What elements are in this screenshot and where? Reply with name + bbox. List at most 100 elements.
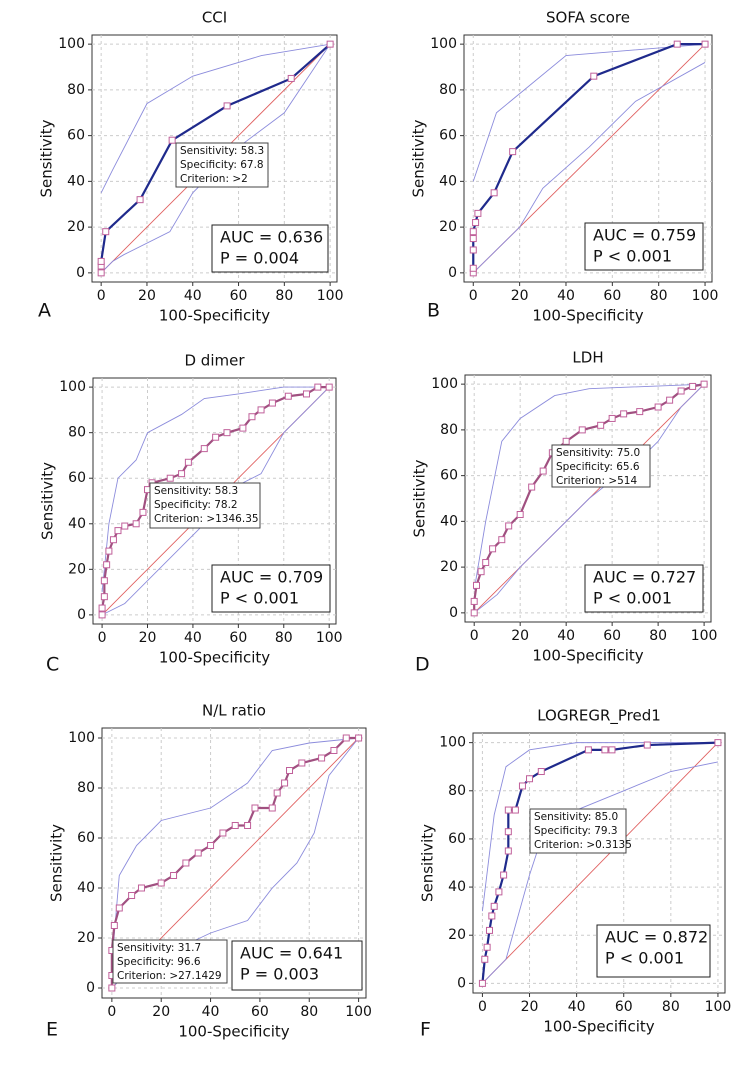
point-marker [677,387,685,395]
point-marker [178,470,186,478]
y-axis-label: Sensitivity [48,824,66,902]
point-marker [608,746,616,754]
stats-text: AUC = 0.636 [220,228,323,247]
stats-text: AUC = 0.872 [605,928,708,947]
point-marker [109,536,117,544]
point-marker [689,382,697,390]
point-marker [251,804,259,812]
point-marker [469,246,477,254]
point-marker [121,522,129,530]
point-marker [701,40,709,48]
stats-text: P < 0.001 [220,589,299,608]
x-tick-label: 100 [705,999,732,1015]
point-marker [620,410,628,418]
reference-line [482,742,719,984]
y-tick-label: 0 [77,607,86,623]
point-marker [139,508,147,516]
y-tick-label: 80 [67,82,85,98]
point-marker [314,383,322,391]
point-marker [504,806,512,814]
point-marker [636,408,644,416]
point-marker [608,414,616,422]
x-tick-label: 20 [139,630,157,646]
point-marker [137,884,145,892]
x-tick-label: 40 [568,999,586,1015]
point-marker [539,467,547,475]
x-tick-label: 60 [229,630,247,646]
x-tick-label: 80 [649,628,667,644]
annotation-box [149,482,261,529]
reference-line [481,742,718,912]
stats-box [584,564,704,613]
annotation-text: Specificity: 78.2 [154,499,238,511]
annotation-text: Specificity: 79.3 [534,825,618,837]
stats-text: P = 0.004 [220,249,299,268]
point-marker [326,40,334,48]
chart-title: D dimer [184,352,245,370]
point-marker [355,734,363,742]
x-tick-label: 40 [184,288,202,304]
x-tick-label: 20 [152,1004,170,1020]
plot-frame [92,377,337,625]
point-marker [166,474,174,482]
point-marker [110,922,118,929]
x-tick-label: 60 [603,628,621,644]
x-tick-label: 60 [230,288,248,304]
x-tick-label: 80 [275,630,293,646]
x-tick-label: 0 [97,288,106,304]
point-marker [643,741,651,749]
x-tick-label: 80 [300,1004,318,1020]
x-tick-label: 0 [469,288,478,304]
point-marker [114,527,122,535]
point-marker [102,228,110,236]
reference-line [100,43,331,274]
point-marker [223,429,231,437]
annotation-text: Criterion: >514 [556,475,637,487]
panel-letter: D [415,654,430,676]
y-tick-label: 20 [68,561,86,577]
stats-box [211,224,329,273]
y-tick-label: 100 [439,735,466,751]
y-tick-label: 80 [68,425,86,441]
point-marker [666,396,674,404]
point-marker [268,399,276,407]
point-marker [714,739,722,747]
chart-title: LDH [572,349,603,367]
y-tick-label: 0 [457,975,466,991]
point-marker [132,520,140,528]
plot-frame [463,34,713,283]
point-marker [97,269,105,277]
stats-text: AUC = 0.759 [593,226,696,245]
point-marker [654,403,662,411]
point-marker [469,228,477,236]
x-axis-label: 100-Specificity [159,649,270,667]
annotation-text: Criterion: >27.1429 [117,970,222,982]
point-marker [100,577,108,585]
plot-frame [101,727,367,999]
reference-line [472,62,706,274]
point-marker [239,424,247,432]
y-tick-label: 80 [77,780,95,796]
point-marker [98,604,106,612]
panel-letter: E [46,1019,58,1041]
chart-title: CCI [202,9,227,27]
y-tick-label: 60 [68,470,86,486]
y-tick-label: 60 [440,468,458,484]
point-marker [115,904,123,912]
point-marker [511,806,519,814]
point-marker [212,433,220,441]
panel-letter: C [46,654,59,676]
annotation-box [551,444,651,488]
point-marker [108,984,116,992]
point-marker [284,392,292,400]
annotation-text: Criterion: >1346.35 [154,513,259,525]
y-tick-label: 20 [77,930,95,946]
point-marker [509,148,517,156]
reference-line [101,386,330,593]
y-tick-label: 40 [439,173,457,189]
y-tick-label: 40 [77,880,95,896]
point-marker [490,189,498,197]
point-marker [528,483,536,491]
chart-title: N/L ratio [202,702,266,720]
x-tick-label: 60 [251,1004,269,1020]
